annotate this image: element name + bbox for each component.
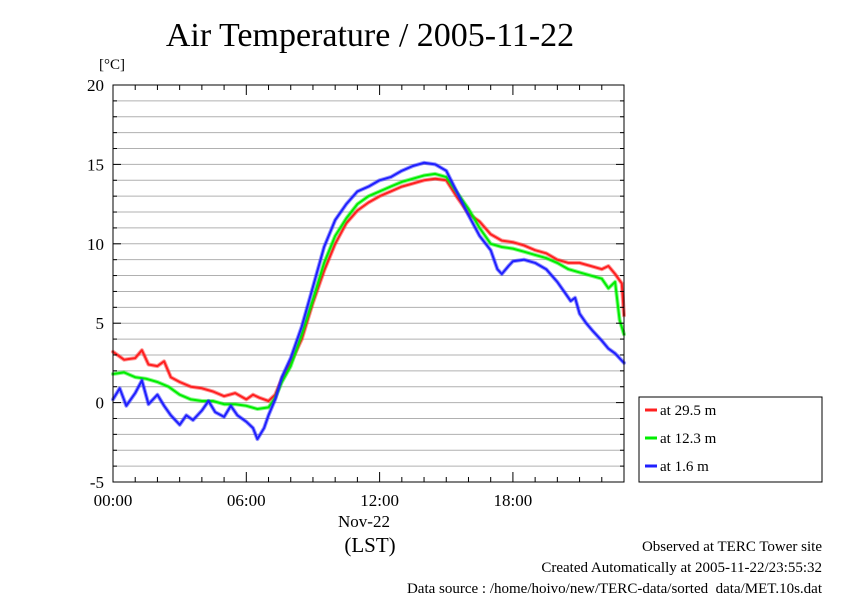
x-tick-label: 00:00 bbox=[94, 491, 133, 510]
y-axis-unit-label: [°C] bbox=[99, 57, 125, 73]
footer-created-note: Created Automatically at 2005-11-22/23:5… bbox=[541, 560, 822, 576]
x-axis-ticks: 00:00 06:00 12:00 18:00 bbox=[94, 85, 625, 510]
legend-frame bbox=[638, 396, 823, 483]
x-tick-label: 12:00 bbox=[360, 491, 399, 510]
chart-title: Air Temperature / 2005-11-22 bbox=[166, 17, 574, 54]
y-tick-label: -5 bbox=[90, 473, 104, 492]
y-axis-ticks: -5 0 5 10 15 20 bbox=[87, 76, 624, 492]
legend-entry: at 29.5 m bbox=[660, 403, 717, 419]
footer-data-source: Data source : /home/hoivo/new/TERC-data/… bbox=[407, 581, 823, 595]
footer-site-note: Observed at TERC Tower site bbox=[642, 539, 822, 555]
series-line bbox=[112, 172, 625, 410]
x-tick-label: 18:00 bbox=[494, 491, 533, 510]
plot-frame bbox=[112, 84, 625, 483]
y-tick-label: 15 bbox=[87, 155, 104, 174]
legend-entry: at 12.3 m bbox=[660, 431, 717, 447]
y-tick-label: 20 bbox=[87, 76, 104, 95]
x-tick-label: 06:00 bbox=[227, 491, 266, 510]
y-tick-label: 5 bbox=[96, 314, 105, 333]
y-tick-label: 0 bbox=[96, 394, 105, 413]
grid-lines bbox=[113, 100, 624, 467]
series-lines bbox=[111, 160, 626, 442]
legend: at 29.5 m at 12.3 m at 1.6 m bbox=[638, 396, 823, 483]
x-axis-date-label: Nov-22 bbox=[338, 512, 390, 531]
series-line bbox=[112, 161, 625, 441]
y-tick-label: 10 bbox=[87, 235, 104, 254]
series-line bbox=[112, 177, 625, 402]
legend-entry: at 1.6 m bbox=[660, 459, 709, 475]
x-axis-label: (LST) bbox=[344, 533, 395, 557]
